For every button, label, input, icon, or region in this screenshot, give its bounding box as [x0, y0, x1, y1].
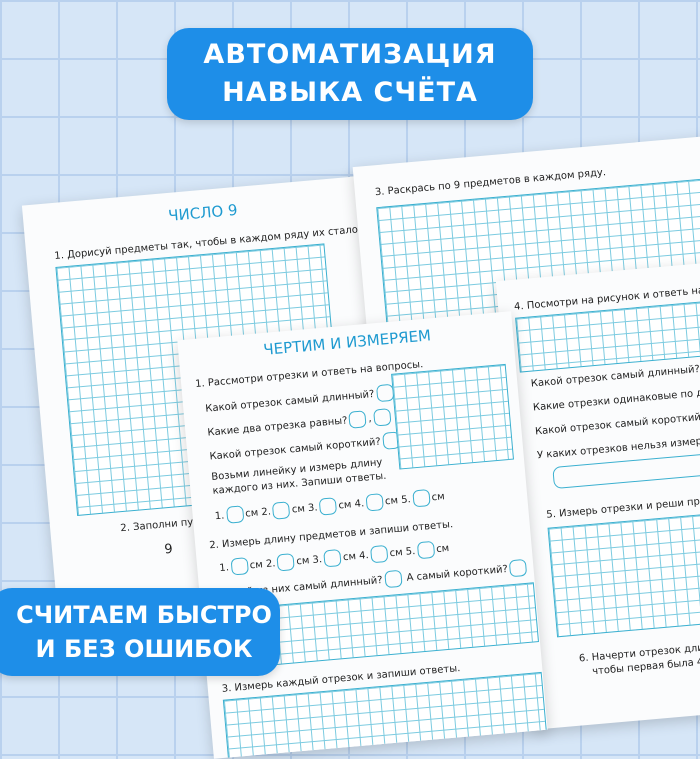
- segments-grid: [391, 363, 514, 470]
- question: Какие отрезки одинаковые по дл: [532, 387, 700, 414]
- slogan-banner: СЧИТАЕМ БЫСТРО И БЕЗ ОШИБОК: [0, 588, 280, 676]
- page-title: ЧИСЛО 9: [167, 200, 239, 225]
- headline-banner: АВТОМАТИЗАЦИЯ НАВЫКА СЧЁТА: [167, 28, 533, 120]
- slogan-line-2: И БЕЗ ОШИБОК: [35, 635, 253, 663]
- slogan-line-1: СЧИТАЕМ БЫСТРО: [16, 601, 272, 629]
- headline-line-2: НАВЫКА СЧЁТА: [222, 77, 478, 108]
- measure-grid: [547, 509, 700, 638]
- headline-line-1: АВТОМАТИЗАЦИЯ: [203, 39, 497, 70]
- house-number: 9: [163, 541, 174, 558]
- page-title: ЧЕРТИМ И ИЗМЕРЯЕМ: [262, 326, 432, 359]
- workbook-front-page: ЧЕРТИМ И ИЗМЕРЯЕМ 1. Рассмотри отрезки и…: [177, 311, 548, 759]
- question: Какой отрезок самый короткий?: [534, 411, 700, 438]
